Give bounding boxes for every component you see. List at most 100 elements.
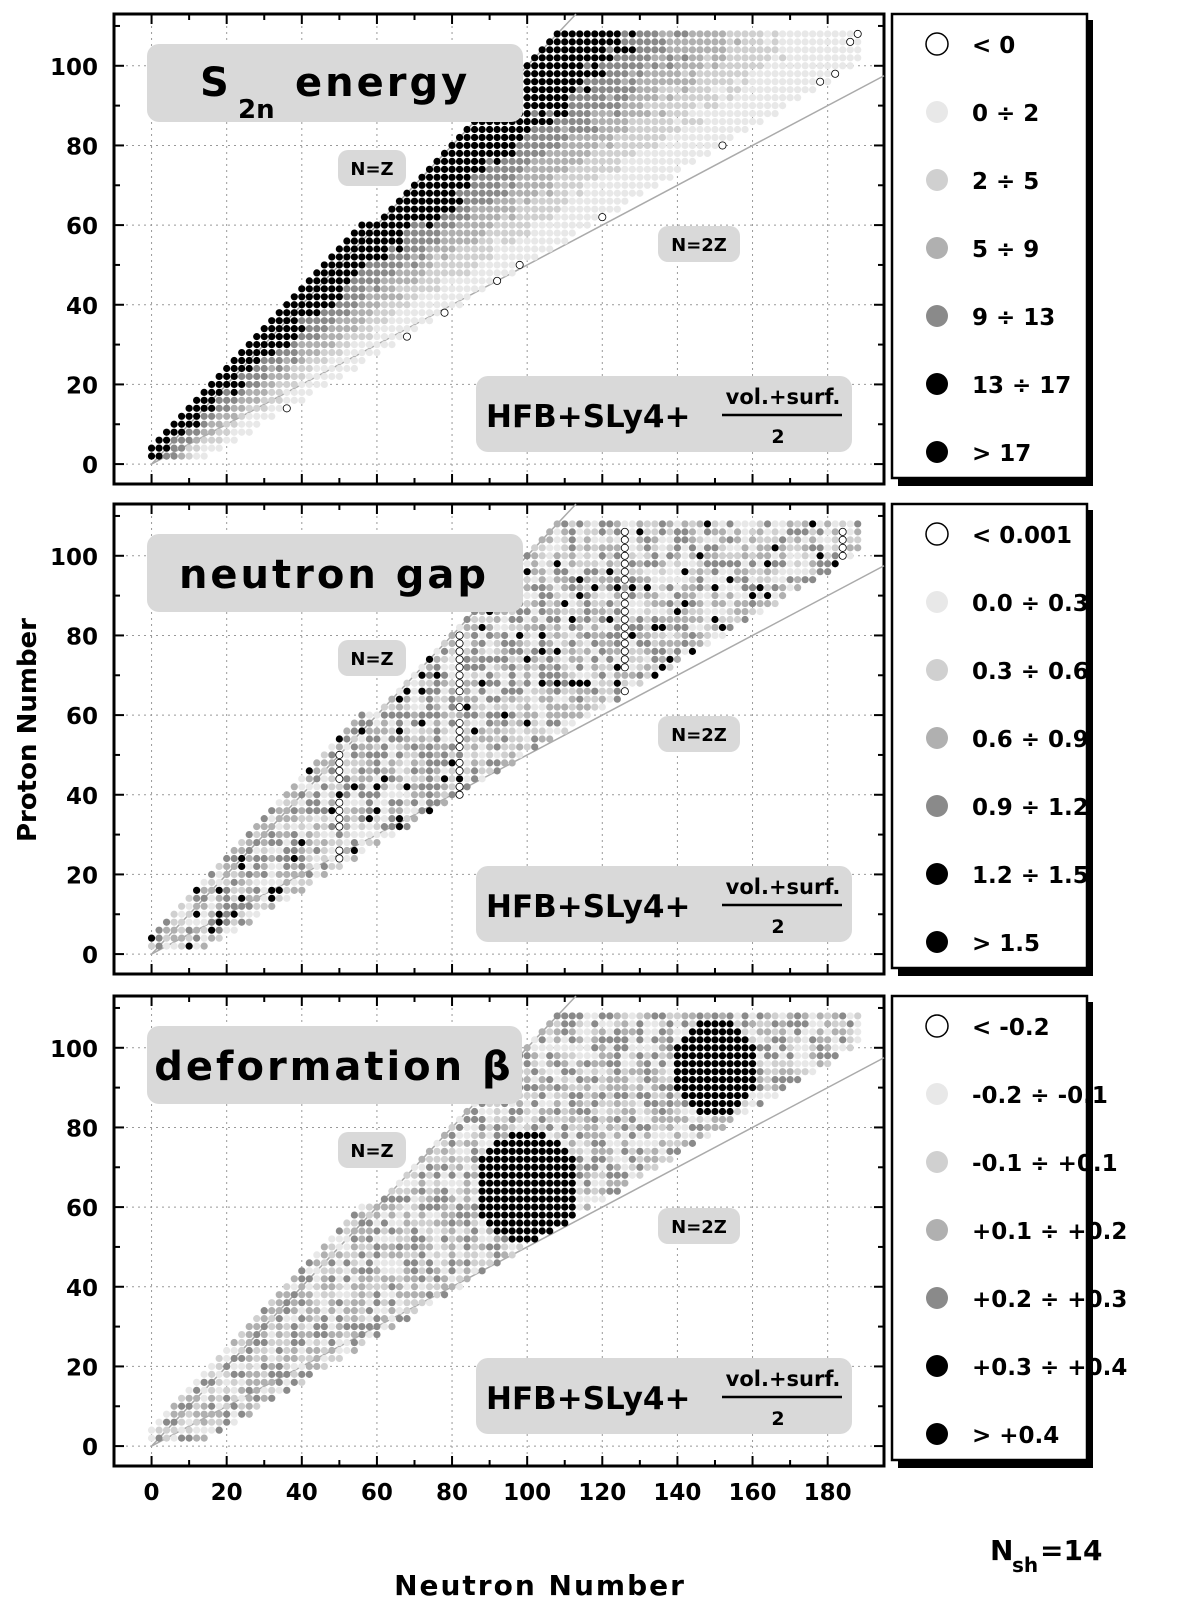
nuclide-dot <box>433 1227 441 1235</box>
nuclide-dot <box>425 277 434 285</box>
nuclide-dot <box>501 1171 509 1179</box>
nuclide-dot <box>628 615 636 624</box>
nuclide-dot <box>350 799 358 807</box>
nuclide-dot <box>425 727 434 735</box>
nuclide-dot <box>455 655 464 664</box>
nuclide-dot <box>613 1084 621 1092</box>
nuclide-dot <box>440 1259 449 1267</box>
nuclide-dot <box>185 902 193 910</box>
nuclide-dot <box>501 687 509 695</box>
nuclide-dot <box>786 78 794 86</box>
nuclide-dot <box>433 783 441 791</box>
nuclide-dot <box>688 1091 697 1100</box>
nuclide-dot <box>508 149 516 158</box>
nuclide-dot <box>440 735 449 743</box>
nuclide-dot <box>801 38 809 46</box>
nuclide-dot <box>343 253 351 261</box>
nuclide-dot <box>621 125 629 134</box>
nuclide-dot <box>553 647 561 655</box>
nuclide-dot <box>516 1147 524 1155</box>
nuclide-dot <box>463 783 471 791</box>
nuclide-dot <box>583 1107 591 1116</box>
legend-swatch <box>926 441 948 463</box>
nuclide-dot <box>794 536 802 544</box>
nuclide-dot <box>628 1099 636 1108</box>
nuclide-dot <box>260 902 268 910</box>
nuclide-dot <box>328 807 336 815</box>
nuclide-dot <box>478 157 486 165</box>
nuclide-dot <box>824 536 832 544</box>
nuclide-dot <box>328 1307 336 1315</box>
nuclide-dot <box>538 560 546 568</box>
nuclide-dot <box>373 1291 381 1299</box>
nuclide-dot <box>470 173 479 181</box>
nuclide-dot <box>688 1115 697 1124</box>
nuclide-dot <box>260 1394 268 1402</box>
nuclide-dot <box>313 1338 321 1347</box>
nuclide-dot <box>290 356 298 365</box>
nuclide-dot <box>553 38 561 46</box>
nuclide-dot <box>598 1195 606 1203</box>
nuclide-dot <box>433 293 441 301</box>
nuclide-dot <box>778 528 787 536</box>
nuclide-dot <box>591 1147 599 1155</box>
nuclide-dot <box>636 552 644 560</box>
nuclide-dot <box>531 1084 539 1092</box>
nuclide-dot <box>230 870 238 879</box>
nuclide-dot <box>658 560 666 568</box>
nuclide-dot <box>726 560 734 568</box>
nuclide-dot <box>463 293 471 301</box>
nuclide-dot <box>561 1171 569 1179</box>
nuclide-dot <box>628 1084 636 1092</box>
nuclide-dot <box>433 727 441 735</box>
nuclide-dot <box>741 109 749 118</box>
nuclide-dot <box>395 727 404 735</box>
legend-entry: < 0 <box>972 33 1015 59</box>
nuclide-dot <box>794 86 802 94</box>
nuclide-dot <box>523 671 531 679</box>
nuclide-dot <box>395 1211 404 1219</box>
nuclide-dot <box>688 1036 697 1044</box>
nuclide-dot <box>576 1131 584 1140</box>
nuclide-dot <box>553 544 561 552</box>
nuclide-dot <box>598 125 606 134</box>
nuclide-dot <box>448 197 456 205</box>
nuclide-dot <box>343 269 351 277</box>
nuclide-dot <box>643 86 651 94</box>
nuclide-dot <box>335 245 343 253</box>
nuclide-dot <box>688 647 697 655</box>
nuclide-dot <box>523 1076 531 1084</box>
nuclide-dot <box>606 671 614 679</box>
nuclide-dot <box>403 197 411 205</box>
nuclide-dot <box>260 1307 268 1315</box>
nuclide-dot <box>546 687 554 695</box>
y-axis-label: Proton Number <box>13 618 43 842</box>
nuclide-dot <box>598 647 606 655</box>
nuclide-dot <box>463 1115 471 1124</box>
nuclide-dot <box>778 592 787 600</box>
nuclide-dot <box>538 679 546 687</box>
nuclide-dot <box>831 1044 839 1052</box>
nuclide-dot <box>358 245 366 253</box>
nuclide-dot <box>553 189 561 197</box>
nuclide-dot <box>403 309 411 317</box>
nuclide-dot <box>546 592 554 600</box>
nuclide-dot <box>576 695 584 703</box>
nuclide-dot <box>388 719 396 727</box>
nuclide-dot <box>621 109 629 118</box>
nuclide-dot <box>673 655 682 663</box>
nuclide-dot <box>538 671 546 679</box>
nuclide-dot <box>846 1044 854 1052</box>
nuclide-dot <box>688 1123 697 1132</box>
nuclide-dot <box>748 536 757 544</box>
nuclide-dot <box>395 735 404 743</box>
nuclide-dot <box>463 767 471 775</box>
nuclide-dot <box>718 38 727 46</box>
nuclide-dot <box>433 221 441 229</box>
nuclide-dot <box>688 599 697 608</box>
nuclide-dot <box>470 1179 479 1187</box>
nuclide-dot <box>576 687 584 695</box>
nuclide-dot <box>395 213 404 221</box>
nuclide-dot <box>298 388 306 396</box>
